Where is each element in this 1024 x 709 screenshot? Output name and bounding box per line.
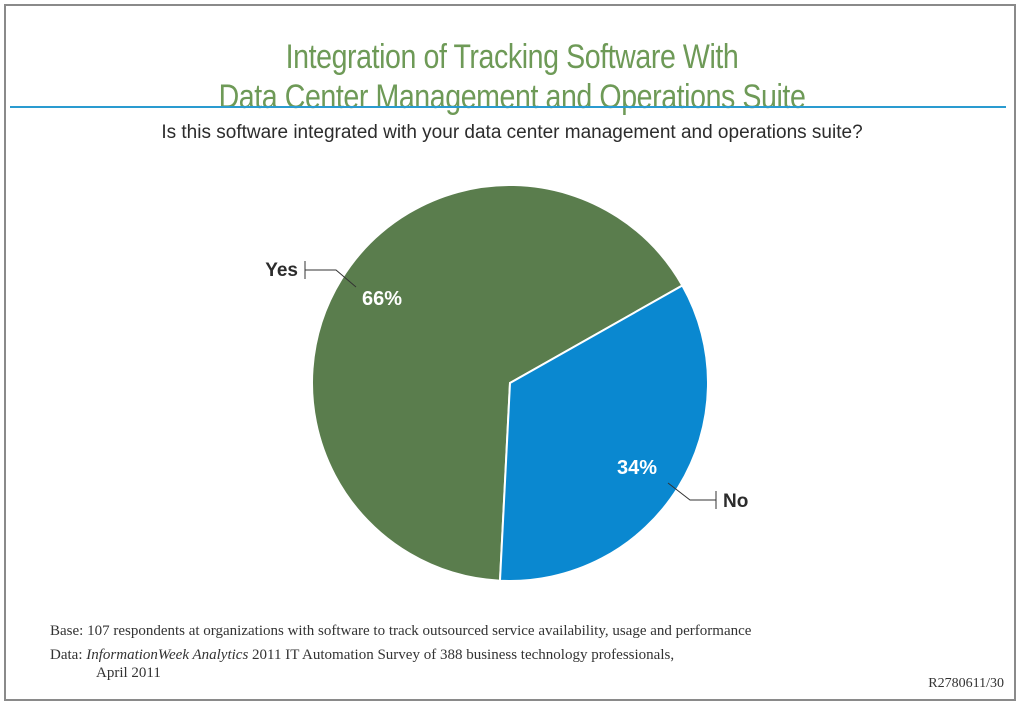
- footnote-data-source: InformationWeek Analytics: [86, 647, 249, 663]
- leader-line-no: [667, 482, 716, 501]
- category-label-yes: Yes: [265, 260, 298, 281]
- footnote-data: Data: InformationWeek Analytics 2011 IT …: [50, 646, 674, 664]
- footnote-data-line-2: April 2011: [96, 665, 161, 681]
- value-label-no: 34%: [617, 457, 657, 479]
- category-label-no: No: [723, 491, 748, 512]
- chart-title-line-2: Data Center Management and Operations Su…: [218, 78, 806, 116]
- chart-subtitle: Is this software integrated with your da…: [161, 122, 863, 143]
- value-label-yes: 66%: [362, 288, 402, 310]
- footnote-base: Base: 107 respondents at organizations w…: [50, 623, 752, 639]
- report-code: R2780611/30: [928, 676, 1004, 691]
- chart-title-line-1: Integration of Tracking Software With: [285, 38, 739, 76]
- footnote-data-rest: 2011 IT Automation Survey of 388 busines…: [248, 647, 675, 663]
- pie-slice-no: [498, 284, 709, 582]
- footnote-data-prefix: Data:: [50, 647, 87, 663]
- pie-slice-yes: [311, 184, 684, 582]
- leader-line-yes: [305, 269, 357, 288]
- title-divider: [10, 106, 1006, 108]
